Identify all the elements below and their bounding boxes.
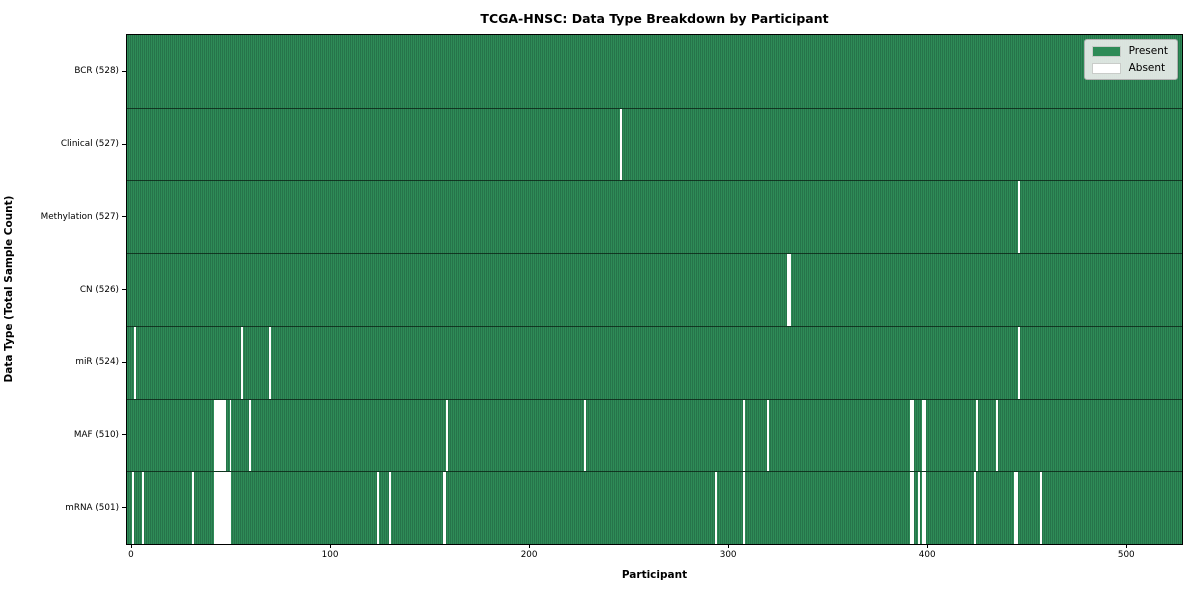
x-tick bbox=[330, 544, 332, 548]
absent-stripe bbox=[227, 472, 230, 544]
absent-stripe bbox=[743, 399, 746, 472]
legend-entry-present: Present bbox=[1091, 45, 1168, 57]
plot-area: Present Absent BCR (528) Clinical (527) Me… bbox=[41, 34, 1183, 560]
y-axis-label: Data Type (Total Sample Count) bbox=[3, 195, 15, 383]
absent-stripe bbox=[766, 399, 769, 472]
absent-stripe bbox=[918, 472, 921, 544]
absent-stripe bbox=[1017, 181, 1020, 254]
absent-stripe bbox=[269, 326, 272, 399]
absent-stripe bbox=[910, 472, 913, 544]
absent-stripe bbox=[223, 472, 226, 544]
absent-stripe bbox=[1017, 326, 1020, 399]
absent-stripe bbox=[221, 472, 224, 544]
absent-stripe bbox=[446, 399, 449, 472]
absent-stripe bbox=[788, 254, 791, 326]
absent-stripe bbox=[912, 399, 915, 472]
y-tick-label-bcr: BCR (528) bbox=[74, 66, 119, 77]
x-tick bbox=[728, 544, 730, 548]
y-tick-label-cn: CN (526) bbox=[79, 284, 119, 295]
row-mrna bbox=[127, 471, 1182, 544]
absent-stripe bbox=[715, 472, 718, 544]
absent-stripe bbox=[213, 399, 216, 472]
y-tick bbox=[122, 216, 126, 218]
x-tick-label: 400 bbox=[918, 550, 936, 560]
y-tick bbox=[122, 434, 126, 436]
y-tick bbox=[122, 361, 126, 363]
absent-stripe bbox=[141, 472, 144, 544]
absent-stripe bbox=[241, 326, 244, 399]
absent-stripe bbox=[444, 472, 447, 544]
absent-stripe bbox=[217, 472, 220, 544]
x-tick bbox=[529, 544, 531, 548]
absent-stripe bbox=[924, 472, 927, 544]
absent-stripe bbox=[217, 399, 220, 472]
legend-absent-label: Absent bbox=[1128, 62, 1166, 74]
legend-present-label: Present bbox=[1128, 45, 1168, 57]
absent-stripe bbox=[910, 399, 913, 472]
row-maf bbox=[127, 398, 1182, 472]
row-cn bbox=[127, 253, 1182, 326]
x-axis-label: Participant bbox=[621, 569, 688, 581]
absent-stripe bbox=[995, 399, 998, 472]
x-tick-label: 300 bbox=[719, 550, 737, 560]
x-tick-label: 500 bbox=[1117, 550, 1135, 560]
chart-title: TCGA-HNSC: Data Type Breakdown by Partic… bbox=[480, 11, 829, 26]
absent-stripe bbox=[225, 472, 228, 544]
x-tick bbox=[927, 544, 929, 548]
absent-stripe bbox=[215, 472, 218, 544]
rows-container bbox=[127, 35, 1182, 544]
present-swatch bbox=[1091, 45, 1121, 57]
y-tick bbox=[122, 143, 126, 145]
row-clinical bbox=[127, 107, 1182, 181]
absent-stripe bbox=[619, 108, 622, 181]
absent-swatch bbox=[1091, 62, 1121, 74]
row-methylation bbox=[127, 180, 1182, 254]
absent-stripe bbox=[583, 399, 586, 472]
absent-stripe bbox=[223, 399, 226, 472]
absent-stripe bbox=[215, 399, 218, 472]
absent-stripe bbox=[131, 472, 134, 544]
legend: Present Absent bbox=[1083, 39, 1178, 80]
absent-stripe bbox=[1039, 472, 1042, 544]
absent-stripe bbox=[376, 472, 379, 544]
x-tick-label: 200 bbox=[520, 550, 538, 560]
absent-stripe bbox=[975, 399, 978, 472]
absent-stripe bbox=[1015, 472, 1018, 544]
absent-stripe bbox=[924, 399, 927, 472]
row-mir bbox=[127, 325, 1182, 399]
absent-stripe bbox=[912, 472, 915, 544]
y-tick-label-maf: MAF (510) bbox=[73, 429, 119, 440]
y-tick bbox=[122, 507, 126, 509]
y-tick-label-mrna: mRNA (501) bbox=[65, 502, 119, 513]
absent-stripe bbox=[786, 254, 789, 326]
x-tick-label: 0 bbox=[128, 550, 134, 560]
absent-stripe bbox=[388, 472, 391, 544]
y-tick-label-clinical: Clinical (527) bbox=[60, 139, 119, 150]
absent-stripe bbox=[191, 472, 194, 544]
absent-stripe bbox=[922, 472, 925, 544]
absent-stripe bbox=[922, 399, 925, 472]
y-tick bbox=[122, 289, 126, 290]
absent-stripe bbox=[221, 399, 224, 472]
absent-stripe bbox=[219, 399, 222, 472]
x-tick-label: 100 bbox=[321, 550, 339, 560]
absent-stripe bbox=[1013, 472, 1016, 544]
absent-stripe bbox=[213, 472, 216, 544]
absent-stripe bbox=[743, 472, 746, 544]
y-tick bbox=[122, 70, 126, 72]
absent-stripe bbox=[229, 399, 232, 472]
absent-stripe bbox=[973, 472, 976, 544]
legend-entry-absent: Absent bbox=[1091, 62, 1168, 74]
y-tick-label-mir: miR (524) bbox=[75, 357, 119, 368]
absent-stripe bbox=[442, 472, 445, 544]
absent-stripe bbox=[229, 472, 232, 544]
absent-stripe bbox=[219, 472, 222, 544]
row-bcr bbox=[127, 35, 1182, 108]
x-tick bbox=[130, 544, 132, 548]
x-tick bbox=[1126, 544, 1128, 548]
y-tick-label-methylation: Methylation (527) bbox=[40, 211, 119, 222]
absent-stripe bbox=[249, 399, 252, 472]
absent-stripe bbox=[133, 326, 136, 399]
